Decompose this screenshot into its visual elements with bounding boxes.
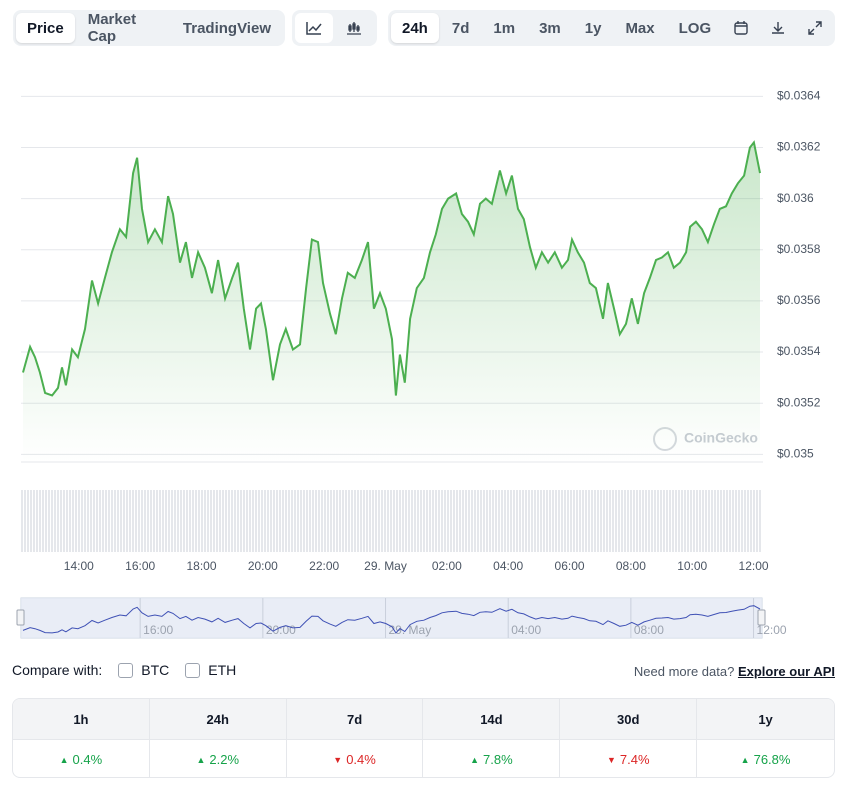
change-arrow: ▲ [470, 754, 480, 765]
navigator-handle [16, 609, 25, 626]
view-tab[interactable]: Price [16, 13, 75, 43]
y-tick-label: $0.0354 [777, 344, 821, 358]
api-link[interactable]: Explore our API [737, 664, 835, 679]
change-arrow: ▲ [196, 754, 206, 765]
period-header: 7d [286, 699, 424, 739]
chart: $0.035 $0.0352 $0.0354 $0.0356 $0.0358 $0.036… [16, 89, 821, 639]
change-cell: ▼ 0.4% [286, 739, 424, 777]
period-header: 14d [423, 699, 561, 739]
chart-style [292, 10, 377, 46]
x-tick-label: 06:00 [555, 559, 585, 573]
candle-chart-button[interactable] [335, 13, 373, 43]
change-arrow: ▲ [59, 754, 69, 765]
compare-label: Compare with: [12, 662, 103, 678]
change-table: 1h 24h 7d 14d 30d 1y ▲ 0.4% ▲ 2.2% ▼ 0.4% ▲ 7.8% ▼ 7.4%… [12, 698, 835, 778]
navigator-tick-label: 08:00 [634, 623, 664, 637]
range-tab[interactable]: LOG [678, 19, 712, 37]
icon-button[interactable] [761, 13, 796, 43]
period-header: 30d [560, 699, 698, 739]
icon [772, 22, 785, 34]
y-tick-label: $0.0352 [777, 395, 821, 409]
change-cell: ▲ 7.8% [423, 739, 561, 777]
navigator-tick-label: 16:00 [143, 623, 173, 637]
checkbox[interactable] [185, 662, 201, 678]
checkbox[interactable] [118, 662, 134, 678]
icon-button[interactable] [724, 13, 759, 43]
x-tick-label: 22:00 [309, 559, 339, 573]
icon-button[interactable] [797, 13, 832, 43]
range-tab[interactable]: 1m [493, 19, 516, 37]
compare-option[interactable]: ETH [208, 662, 237, 678]
navigator-handle [757, 609, 766, 626]
y-tick-label: $0.0356 [777, 293, 821, 307]
x-tick-label: 08:00 [616, 559, 646, 573]
icon [807, 21, 822, 35]
navigator-tick-label: 29. May [389, 623, 432, 637]
view-tabs: Price Market Cap TradingView [13, 10, 285, 46]
more-data: Need more data? Explore our API [634, 664, 835, 679]
line-chart-button[interactable] [295, 13, 333, 43]
change-cell: ▲ 76.8% [697, 739, 834, 777]
change-cell: ▲ 2.2% [149, 739, 287, 777]
period-header: 1y [697, 699, 834, 739]
range-tab[interactable]: 7d [451, 19, 470, 37]
compare-option[interactable]: BTC [141, 662, 170, 678]
range-tab[interactable]: 24h [391, 13, 439, 43]
x-tick-label: 20:00 [248, 559, 278, 573]
navigator-selection [21, 598, 762, 638]
navigator-tick-label: 20:00 [266, 623, 296, 637]
change-value: 7.8% [483, 752, 513, 767]
x-tick-label: 04:00 [493, 559, 523, 573]
icon [347, 22, 361, 35]
icon [306, 22, 322, 35]
range-tab[interactable]: 3m [539, 19, 561, 37]
x-tick-label: 16:00 [125, 559, 155, 573]
view-tab[interactable]: TradingView [182, 19, 271, 37]
change-arrow: ▼ [333, 754, 343, 765]
change-value: 0.4% [346, 752, 376, 767]
navigator-tick-label: 12:00 [757, 623, 787, 637]
range-tab[interactable]: 1y [584, 19, 602, 37]
y-tick-label: $0.0364 [777, 89, 821, 103]
period-header: 1h [13, 699, 150, 739]
x-tick-label: 12:00 [739, 559, 769, 573]
x-tick-label: 14:00 [64, 559, 94, 573]
change-value: 0.4% [72, 752, 103, 767]
volume-area [21, 490, 762, 552]
x-tick-label: 02:00 [432, 559, 462, 573]
area [23, 142, 760, 462]
x-tick-label: 29. May [364, 559, 407, 573]
y-tick-label: $0.0358 [777, 242, 821, 256]
view-tab[interactable]: Market Cap [87, 11, 137, 45]
more-text: Need more data? [633, 664, 735, 679]
x-tick-label: 10:00 [677, 559, 707, 573]
icon [734, 21, 749, 35]
change-cell: ▲ 0.4% [13, 739, 150, 777]
x-tick-label: 18:00 [186, 559, 216, 573]
navigator-line [22, 605, 761, 634]
y-tick-label: $0.0362 [777, 140, 821, 154]
period-header: 24h [149, 699, 287, 739]
navigator-tick-label: 04:00 [511, 623, 541, 637]
change-cell: ▼ 7.4% [560, 739, 698, 777]
change-arrow: ▲ [740, 754, 750, 765]
compare-row: Compare with: BTC ETH [12, 662, 236, 678]
range-tab[interactable]: Max [625, 19, 655, 37]
y-tick-label: $0.036 [777, 191, 814, 205]
range-tabs: 24h 7d 1m 3m 1y Max LOG [388, 10, 835, 46]
change-value: 7.4% [619, 752, 650, 767]
line [22, 140, 761, 397]
y-tick-label: $0.035 [777, 447, 814, 461]
change-arrow: ▼ [606, 754, 616, 765]
change-value: 76.8% [753, 752, 791, 767]
change-value: 2.2% [209, 752, 240, 767]
